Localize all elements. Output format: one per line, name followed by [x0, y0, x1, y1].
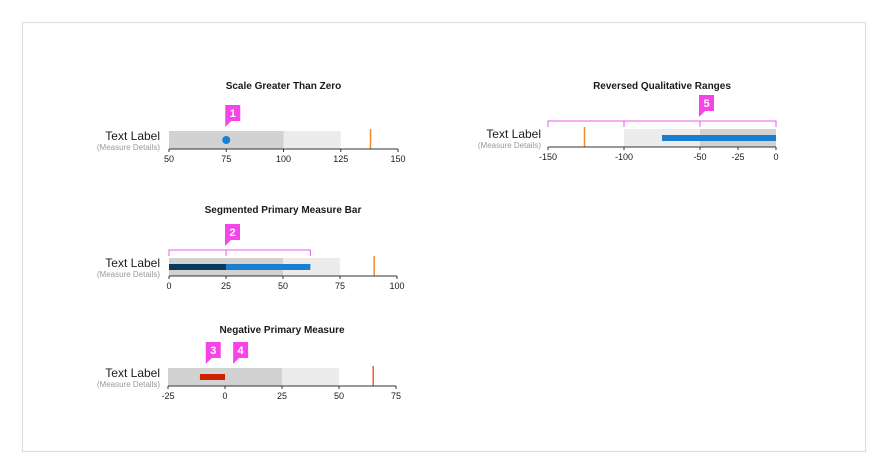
- tick-label: -100: [615, 152, 633, 162]
- svg-text:5: 5: [703, 98, 709, 110]
- primary-measure-bar: [169, 264, 226, 270]
- bullet-chart-3: Negative Primary Measure Text Label(Measu…: [97, 325, 401, 401]
- chart-title: Scale Greater Than Zero: [226, 81, 342, 92]
- callout-3: 3: [205, 342, 221, 364]
- tick-label: 50: [164, 154, 174, 164]
- row-label: Text Label: [486, 127, 541, 141]
- tick-label: 0: [166, 281, 171, 291]
- tick-label: 75: [335, 281, 345, 291]
- callout-5: 5: [699, 95, 714, 117]
- svg-text:3: 3: [210, 345, 216, 357]
- bullet-chart-2: Segmented Primary Measure Bar Text Label(…: [97, 205, 405, 291]
- row-sublabel: (Measure Details): [478, 141, 541, 150]
- tick-label: -50: [693, 152, 706, 162]
- tick-label: 25: [277, 391, 287, 401]
- qualitative-range: [283, 258, 340, 276]
- row-label: Text Label: [105, 129, 160, 143]
- tick-label: 100: [389, 281, 404, 291]
- row-sublabel: (Measure Details): [97, 143, 160, 152]
- tick-label: 125: [333, 154, 348, 164]
- qualitative-range: [283, 131, 341, 149]
- svg-text:1: 1: [230, 108, 236, 120]
- svg-text:2: 2: [229, 227, 235, 239]
- primary-measure-bar: [226, 264, 311, 270]
- callout-4: 4: [233, 342, 249, 364]
- callout-2: 2: [225, 224, 240, 246]
- bracket: [547, 120, 777, 127]
- tick-label: -25: [161, 391, 174, 401]
- bullet-chart-1: Scale Greater Than Zero Text Label(Measur…: [97, 81, 406, 164]
- primary-measure-dot: [222, 136, 231, 144]
- chart-canvas: Scale Greater Than Zero Text Label (Measur…: [22, 22, 866, 452]
- tick-label: 50: [278, 281, 288, 291]
- tick-label: 25: [221, 281, 231, 291]
- bracket: [168, 249, 311, 256]
- tick-label: 100: [276, 154, 291, 164]
- bullet-chart-4: Reversed Qualitative Ranges Text Label(Me…: [478, 81, 779, 162]
- tick-label: 75: [391, 391, 401, 401]
- primary-measure-bar: [199, 374, 225, 380]
- row-sublabel: (Measure Details): [97, 380, 160, 389]
- row-label: Text Label: [105, 366, 160, 380]
- svg-text:4: 4: [238, 345, 245, 357]
- tick-label: -150: [539, 152, 557, 162]
- chart-title: Reversed Qualitative Ranges: [593, 81, 731, 92]
- primary-measure-bar: [662, 135, 776, 141]
- qualitative-range: [282, 368, 339, 386]
- chart-title: Negative Primary Measure: [219, 325, 345, 336]
- tick-label: 50: [334, 391, 344, 401]
- tick-label: -25: [731, 152, 744, 162]
- tick-label: 0: [222, 391, 227, 401]
- tick-label: 75: [221, 154, 231, 164]
- row-label: Text Label: [105, 256, 160, 270]
- chart-title: Segmented Primary Measure Bar: [205, 205, 362, 216]
- callout-1: 1: [225, 105, 241, 127]
- row-sublabel: (Measure Details): [97, 270, 160, 279]
- tick-label: 150: [390, 154, 405, 164]
- tick-label: 0: [773, 152, 778, 162]
